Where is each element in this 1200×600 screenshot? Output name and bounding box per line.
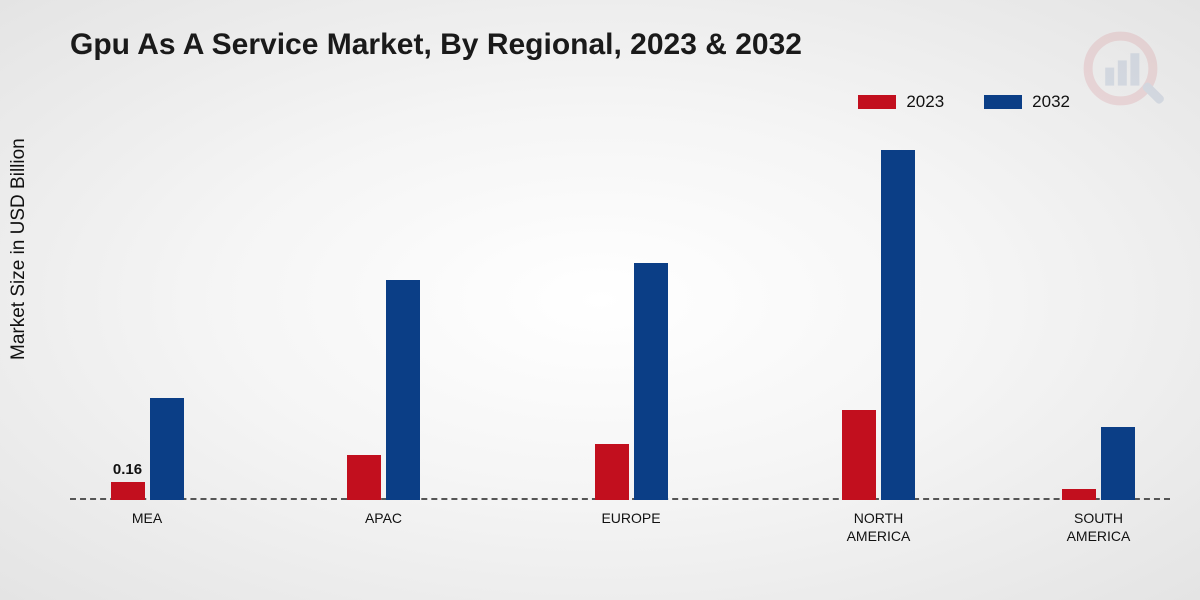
chart-title: Gpu As A Service Market, By Regional, 20… <box>70 28 802 62</box>
plot-area: 0.16MEAAPACEUROPENORTHAMERICASOUTHAMERIC… <box>70 150 1170 500</box>
y-axis-label: Market Size in USD Billion <box>8 138 30 360</box>
bar-series1: 0.16 <box>111 482 145 500</box>
bar-series1 <box>595 444 629 500</box>
bar-group: SOUTHAMERICA <box>999 427 1199 500</box>
bar-series2 <box>386 280 420 500</box>
bar-series2 <box>634 263 668 500</box>
legend-swatch-2023 <box>858 95 896 109</box>
bar-series2 <box>1101 427 1135 500</box>
x-tick-label: SOUTHAMERICA <box>999 510 1199 545</box>
bar-series2 <box>881 150 915 500</box>
watermark-logo-icon <box>1080 28 1170 118</box>
bar-series1 <box>347 455 381 500</box>
legend-item-2023: 2023 <box>858 92 944 112</box>
bar-group: APAC <box>284 280 484 500</box>
x-tick-label: APAC <box>284 510 484 528</box>
bar-series1 <box>1062 489 1096 500</box>
x-tick-label: NORTHAMERICA <box>779 510 979 545</box>
x-tick-label: MEA <box>47 510 247 528</box>
bar-group: 0.16MEA <box>47 398 247 500</box>
legend-swatch-2032 <box>984 95 1022 109</box>
bar-value-label: 0.16 <box>113 461 142 478</box>
bar-series1 <box>842 410 876 500</box>
bar-group: EUROPE <box>531 263 731 500</box>
legend-label-2032: 2032 <box>1032 92 1070 112</box>
legend: 2023 2032 <box>858 92 1070 112</box>
legend-item-2032: 2032 <box>984 92 1070 112</box>
x-tick-label: EUROPE <box>531 510 731 528</box>
bar-series2 <box>150 398 184 500</box>
legend-label-2023: 2023 <box>906 92 944 112</box>
bar-group: NORTHAMERICA <box>779 150 979 500</box>
